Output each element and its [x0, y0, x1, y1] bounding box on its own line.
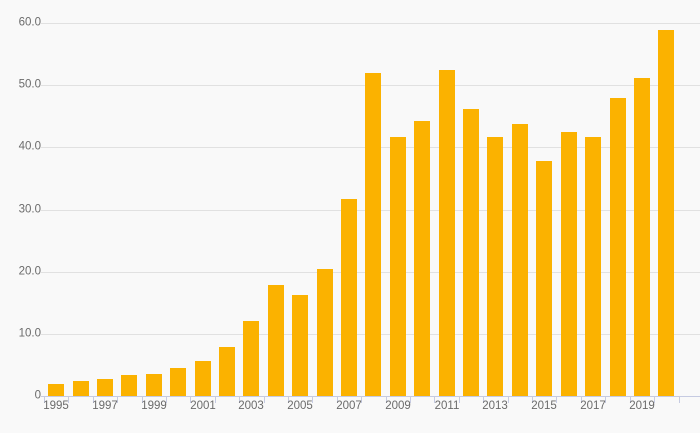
x-axis-tick — [434, 396, 435, 403]
bar[interactable] — [170, 368, 186, 396]
x-axis-tick-label: 1997 — [92, 400, 118, 412]
bar[interactable] — [536, 161, 552, 396]
y-axis-tick-label: 10.0 — [18, 327, 41, 340]
x-axis-tick-label: 2003 — [238, 400, 264, 412]
bar[interactable] — [658, 29, 674, 396]
x-axis-tick-label: 1995 — [43, 400, 69, 412]
x-axis-tick — [215, 396, 216, 403]
x-axis-tick — [44, 396, 45, 403]
bar[interactable] — [121, 374, 137, 396]
bar[interactable] — [487, 136, 503, 396]
y-axis-tick-label: 30.0 — [18, 202, 41, 215]
x-axis-tick — [581, 396, 582, 403]
x-axis-tick-label: 2019 — [629, 400, 655, 412]
x-axis-line — [41, 396, 700, 397]
x-axis-tick-label: 1999 — [141, 400, 167, 412]
bar[interactable] — [97, 379, 113, 396]
x-axis-tick — [605, 396, 606, 403]
x-axis-tick — [288, 396, 289, 403]
bar[interactable] — [561, 131, 577, 396]
y-axis-tick-label: 50.0 — [18, 78, 41, 91]
bar[interactable] — [610, 98, 626, 396]
bar[interactable] — [365, 73, 381, 396]
x-axis-tick — [483, 396, 484, 403]
x-axis-tick-label: 2009 — [385, 400, 411, 412]
x-axis-tick — [93, 396, 94, 403]
x-axis-tick — [361, 396, 362, 403]
bar[interactable] — [268, 284, 284, 396]
x-axis-tick — [264, 396, 265, 403]
bar[interactable] — [73, 381, 89, 396]
bar[interactable] — [292, 295, 308, 396]
x-axis-tick — [239, 396, 240, 403]
x-axis-tick — [679, 396, 680, 403]
x-axis-tick-label: 2013 — [482, 400, 508, 412]
x-axis-tick — [532, 396, 533, 403]
x-axis-tick-label: 2015 — [531, 400, 557, 412]
bar[interactable] — [634, 78, 650, 396]
y-axis-tick-label: 60.0 — [18, 16, 41, 29]
bar[interactable] — [317, 269, 333, 396]
y-axis-tick-label: 40.0 — [18, 140, 41, 153]
x-axis-tick-label: 2005 — [287, 400, 313, 412]
x-axis-tick-label: 2017 — [580, 400, 606, 412]
x-axis-tick — [68, 396, 69, 403]
x-axis-tick — [410, 396, 411, 403]
bar[interactable] — [414, 121, 430, 396]
x-axis-tick — [337, 396, 338, 403]
bar[interactable] — [48, 384, 64, 396]
x-axis-tick — [312, 396, 313, 403]
x-axis-tick — [117, 396, 118, 403]
x-axis-tick-label: 2011 — [434, 400, 460, 412]
x-axis-tick — [386, 396, 387, 403]
bar[interactable] — [243, 320, 259, 396]
x-axis-tick — [142, 396, 143, 403]
bar[interactable] — [463, 109, 479, 396]
bar[interactable] — [390, 137, 406, 396]
y-axis-tick-label: 20.0 — [18, 264, 41, 277]
x-axis-tick-label: 2001 — [190, 400, 216, 412]
y-axis: 0 10.0 20.0 30.0 40.0 50.0 60.0 — [0, 0, 41, 433]
bar[interactable] — [512, 123, 528, 396]
bar[interactable] — [195, 361, 211, 396]
bar[interactable] — [439, 70, 455, 396]
bar[interactable] — [219, 346, 235, 396]
gridline — [41, 23, 700, 24]
bar[interactable] — [585, 137, 601, 396]
x-axis-tick — [654, 396, 655, 403]
x-axis-tick — [190, 396, 191, 403]
bars-layer — [41, 23, 700, 396]
x-axis-tick — [166, 396, 167, 403]
y-axis-tick-label: 0 — [34, 389, 41, 402]
x-axis-tick — [459, 396, 460, 403]
x-axis-tick — [630, 396, 631, 403]
bar[interactable] — [341, 198, 357, 396]
x-axis-tick-label: 2007 — [336, 400, 362, 412]
bar[interactable] — [146, 373, 162, 396]
x-axis-tick — [556, 396, 557, 403]
x-axis-tick — [508, 396, 509, 403]
